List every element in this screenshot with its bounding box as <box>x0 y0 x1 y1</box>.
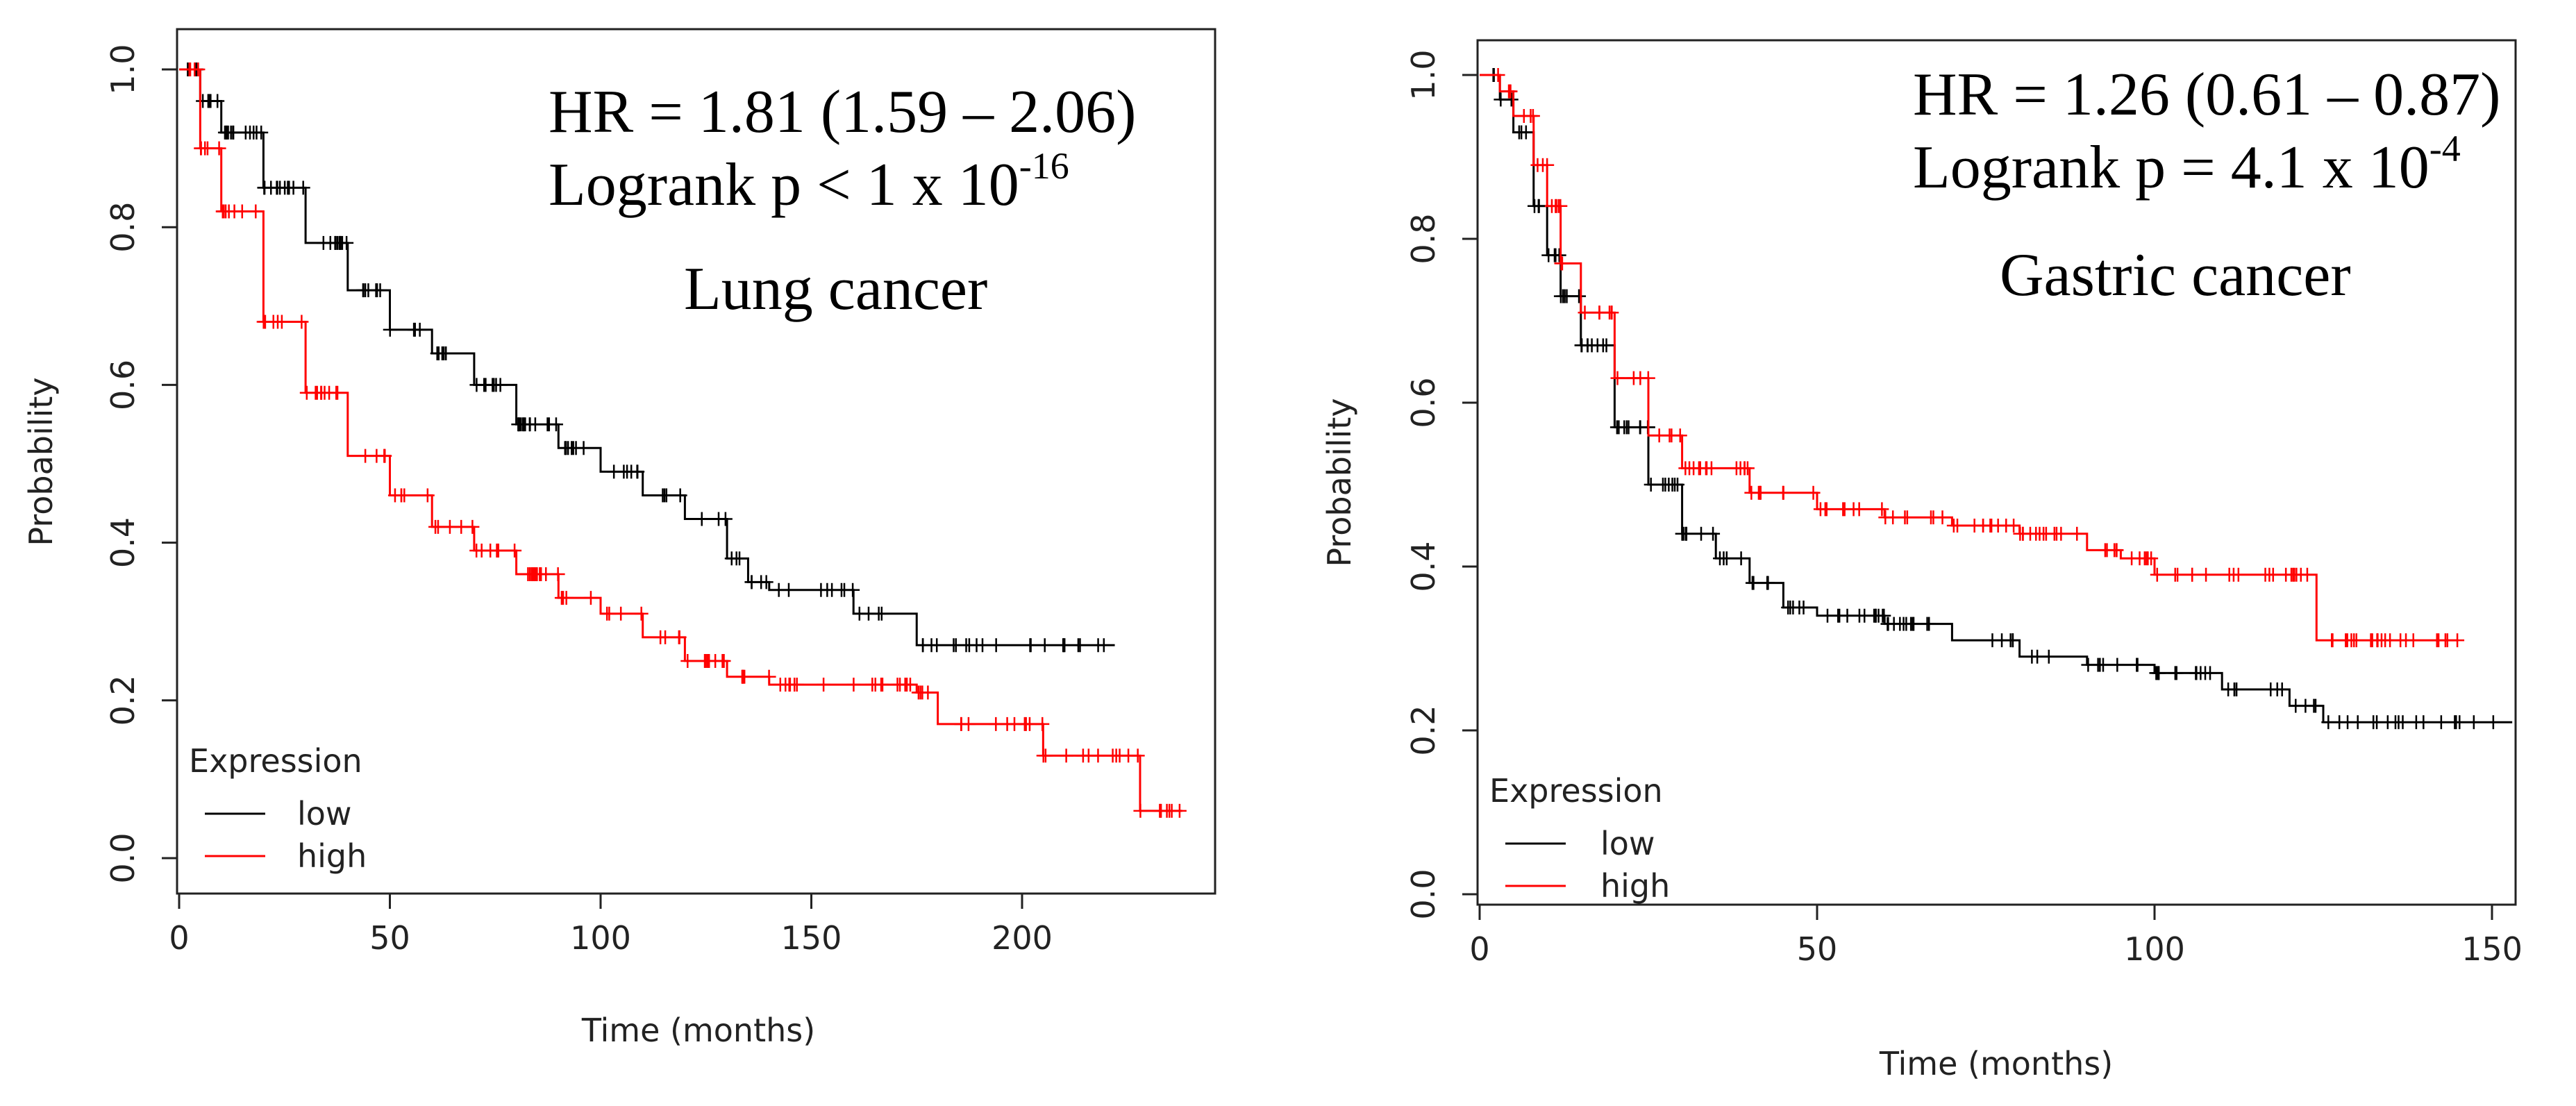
plot-frame <box>176 28 1216 895</box>
y-tick-label: 0.0 <box>1405 869 1442 919</box>
y-axis-label: Probability <box>22 377 60 546</box>
logrank-exponent: -4 <box>2429 128 2461 169</box>
cancer-type-label: Lung cancer <box>684 255 987 323</box>
logrank-annotation: Logrank p < 1 x 10-16 <box>549 145 1069 219</box>
x-tick-label: 100 <box>2124 930 2185 968</box>
censor-marks-high <box>1491 68 2465 648</box>
y-tick-label: 0.6 <box>104 360 142 410</box>
series-layer <box>1479 68 2513 730</box>
y-tick-label: 0.6 <box>1405 377 1442 428</box>
x-tick-label: 50 <box>1797 930 1838 968</box>
x-axis-ticks: 0 50 100 150 200 <box>169 894 1053 957</box>
logrank-text: Logrank p = 4.1 x 10 <box>1913 134 2429 201</box>
y-tick-label: 0.4 <box>104 517 142 568</box>
hr-annotation: HR = 1.26 (0.61 – 0.87) <box>1913 61 2500 128</box>
logrank-exponent: -16 <box>1019 145 1069 187</box>
x-tick-label: 200 <box>992 919 1053 957</box>
x-tick-label: 0 <box>1469 930 1489 968</box>
logrank-annotation: Logrank p = 4.1 x 10-4 <box>1913 128 2461 201</box>
x-tick-label: 150 <box>2461 930 2523 968</box>
series-line-low <box>1480 74 2513 723</box>
legend-label-low: low <box>297 795 352 832</box>
x-tick-label: 100 <box>570 919 631 957</box>
legend-title: Expression <box>1489 772 1663 810</box>
lung-cancer-panel: 0 50 100 150 200 0.0 0.2 0.4 0.6 0.8 1.0 Time (mo… <box>22 28 1216 1049</box>
series-line-high <box>179 68 1182 812</box>
y-axis-ticks: 0.0 0.2 0.4 0.6 0.8 1.0 <box>104 44 177 884</box>
legend-title: Expression <box>189 742 362 780</box>
hr-annotation: HR = 1.81 (1.59 – 2.06) <box>549 78 1136 146</box>
cancer-type-label: Gastric cancer <box>2000 242 2351 309</box>
legend-label-low: low <box>1600 825 1655 862</box>
x-axis-ticks: 0 50 100 150 <box>1469 905 2523 968</box>
y-tick-label: 1.0 <box>1405 49 1442 100</box>
y-tick-label: 1.0 <box>104 44 142 94</box>
x-tick-label: 150 <box>781 919 842 957</box>
y-tick-label: 0.2 <box>1405 705 1442 755</box>
y-tick-label: 0.8 <box>1405 213 1442 264</box>
y-tick-label: 0.0 <box>104 832 142 883</box>
x-tick-label: 50 <box>369 919 410 957</box>
plot-frame <box>1476 39 2517 906</box>
y-axis-ticks: 0.0 0.2 0.4 0.6 0.8 1.0 <box>1405 49 1478 920</box>
y-tick-label: 0.8 <box>104 202 142 253</box>
y-axis-label: Probability <box>1321 398 1358 567</box>
x-axis-label: Time (months) <box>1879 1045 2113 1082</box>
legend-label-high: high <box>1600 867 1670 905</box>
x-tick-label: 0 <box>169 919 189 957</box>
logrank-text: Logrank p < 1 x 10 <box>549 151 1019 219</box>
y-tick-label: 0.2 <box>104 675 142 726</box>
y-tick-label: 0.4 <box>1405 541 1442 592</box>
gastric-cancer-panel: 0 50 100 150 0.0 0.2 0.4 0.6 0.8 1.0 Time (month… <box>1321 39 2523 1082</box>
x-axis-label: Time (months) <box>581 1012 815 1049</box>
series-layer <box>178 62 1187 818</box>
legend-label-high: high <box>297 837 367 875</box>
censor-marks-low <box>1486 68 2500 730</box>
